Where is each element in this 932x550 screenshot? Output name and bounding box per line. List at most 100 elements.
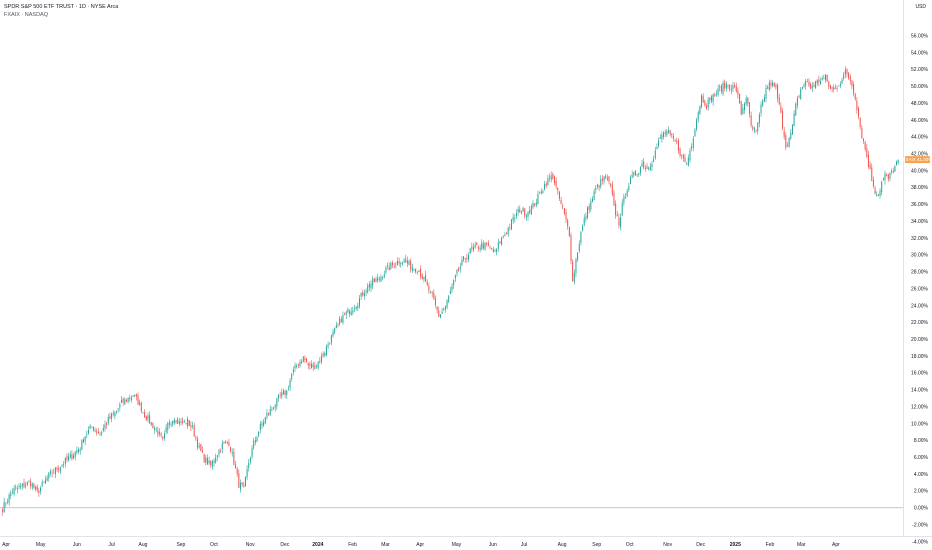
candle [849,76,851,81]
candle [406,260,408,264]
candle [195,437,197,439]
candle [264,417,266,424]
candle [464,258,466,259]
y-tick-label: 8.00% [914,438,929,444]
candle [701,95,703,107]
candle [753,128,755,131]
candle [828,81,830,88]
candle [737,90,739,95]
candle [124,399,126,405]
candle [616,214,618,217]
candle [203,454,205,463]
candle [168,422,170,425]
candle [81,440,83,450]
candle [704,100,706,106]
candle [362,292,364,296]
candle [215,457,217,463]
x-tick-label: Mar [797,542,806,548]
candle [375,279,377,282]
x-tick-label: May [452,542,462,548]
y-tick-label: 36.00% [911,202,929,208]
candle [506,233,508,234]
candle [116,410,118,413]
candle [6,501,8,503]
candle [744,103,746,110]
chart-subtitle: FXAIX · NASDAQ [4,12,49,18]
candle [182,420,184,424]
candle [507,227,509,235]
candle [661,135,663,139]
candle [119,404,121,408]
candle [373,278,375,283]
candle [48,472,50,479]
candle [20,485,22,488]
x-tick-label: Jun [73,542,81,548]
candle [514,218,516,219]
candle [705,105,708,109]
candle [420,268,422,277]
candle [479,247,481,250]
candle [831,87,833,89]
candle [529,210,531,213]
candle [552,173,554,179]
candle [649,166,651,171]
candle [687,157,689,166]
candle [796,98,798,106]
candle [443,309,445,311]
y-tick-label: 50.00% [911,84,929,90]
candle [641,163,643,167]
candle [714,94,716,97]
candle [745,98,747,105]
candle [471,246,473,249]
x-tick-label: Feb [766,542,775,548]
candle [99,434,101,435]
candle [567,219,569,227]
candle [266,413,268,418]
candle [861,128,863,139]
time-axis[interactable]: Apr May Jun Jul Aug Sep Oct Nov Dec 2024 Feb Mar Apr… [2,542,840,548]
candle [383,274,385,278]
candle [342,315,344,323]
y-tick-label: 12.00% [911,404,929,410]
candle [144,411,146,418]
candle [44,479,46,484]
candle [748,102,750,114]
candle [734,85,736,87]
candle [86,434,88,436]
candle [421,274,423,279]
candle [428,286,430,291]
candle [534,204,536,206]
candle [545,183,547,187]
candle [575,259,577,274]
candle [129,397,131,399]
candle [84,436,86,442]
candle [263,422,265,426]
candle [109,416,111,419]
candle [570,235,572,261]
candle [476,242,478,246]
candle [537,193,539,205]
candle [834,87,836,89]
candle [463,256,465,261]
candle [96,431,98,433]
candle [593,191,595,200]
candle [392,262,394,265]
candle [497,242,499,249]
candle [436,307,438,311]
candle [82,439,85,443]
x-tick-label: Nov [246,542,255,548]
candle [418,270,420,273]
price-axis[interactable]: 56.00% 54.00% 52.00% 50.00% 48.00% 46.00% 44.0… [911,34,929,546]
candle [433,293,435,300]
candle [786,145,788,147]
candle [621,202,623,216]
candle [415,268,417,273]
y-tick-label: 20.00% [911,337,929,343]
candle [525,215,527,218]
candle [69,454,71,458]
candle [385,267,387,273]
x-tick-label: Sep [592,542,601,548]
candle [572,261,574,281]
candle [269,409,271,416]
